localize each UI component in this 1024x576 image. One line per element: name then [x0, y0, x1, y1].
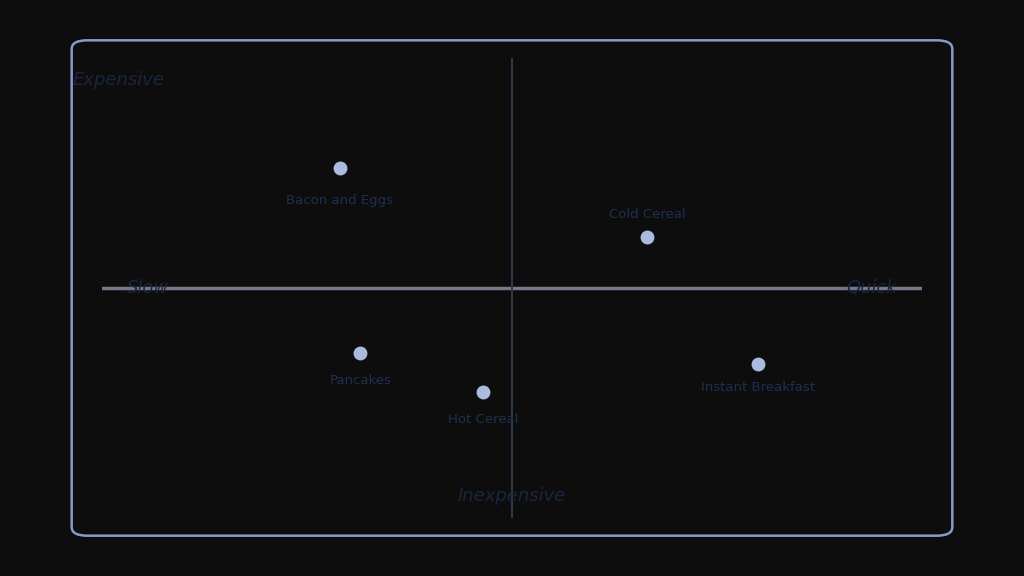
Point — [750, 359, 766, 369]
Point — [639, 233, 655, 242]
Point — [332, 164, 348, 173]
Text: Hot Cereal: Hot Cereal — [449, 413, 518, 426]
Text: Quick: Quick — [846, 279, 897, 297]
Text: Cold Cereal: Cold Cereal — [609, 208, 685, 221]
Text: Inexpensive: Inexpensive — [458, 487, 566, 505]
Point — [475, 387, 492, 396]
Text: Bacon and Eggs: Bacon and Eggs — [287, 194, 393, 207]
Text: Expensive: Expensive — [73, 71, 165, 89]
Text: Slow: Slow — [127, 279, 169, 297]
Point — [352, 348, 369, 357]
Text: Pancakes: Pancakes — [330, 374, 391, 386]
Text: Instant Breakfast: Instant Breakfast — [700, 381, 815, 393]
